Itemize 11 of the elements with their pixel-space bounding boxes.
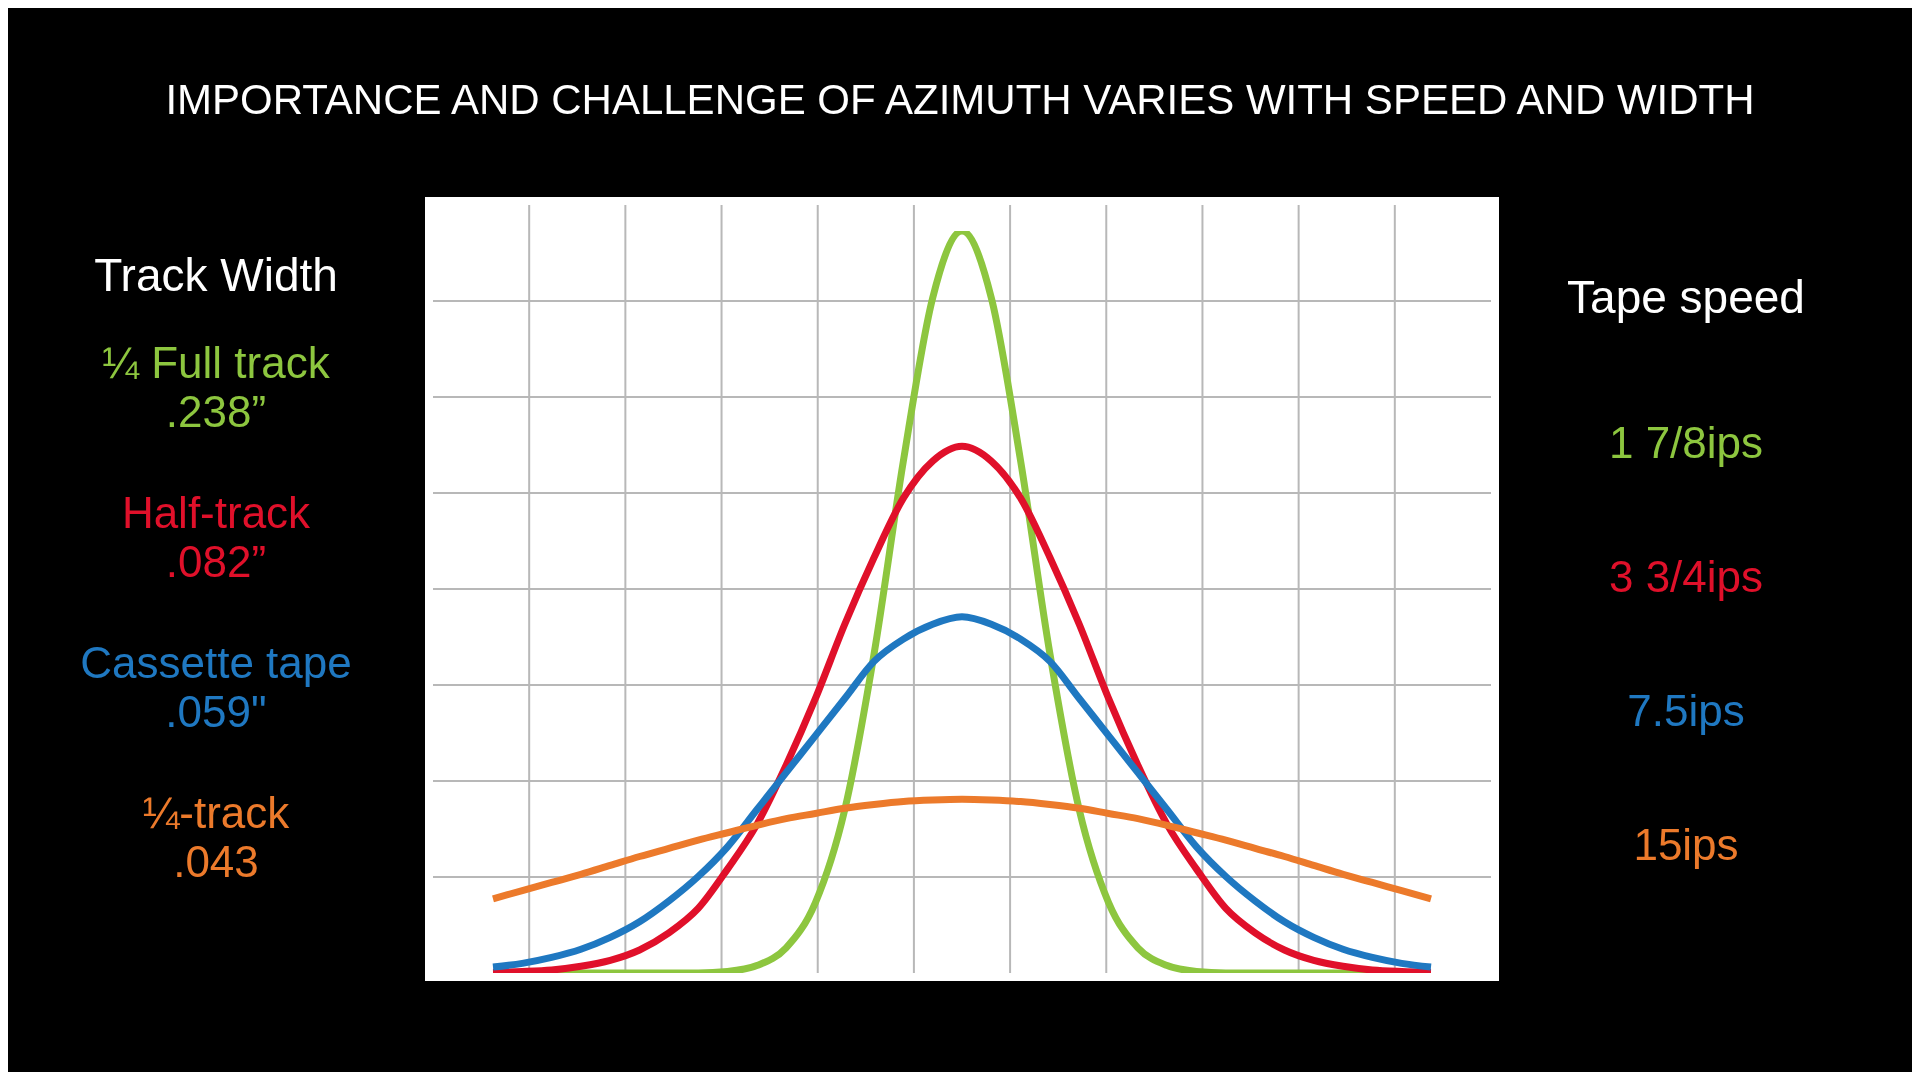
text: 1 7/8ips [1607, 418, 1765, 469]
text: ¼ Full track .238” [101, 338, 331, 436]
text: 3 3/4ips [1607, 552, 1765, 603]
chart-title: IMPORTANCE AND CHALLENGE OF AZIMUTH VARIES WITH SPEED AND WIDTH [164, 76, 1756, 124]
text: Half-track .082” [120, 488, 312, 586]
text: ¼-track .043 [141, 788, 291, 886]
legend-title: Track Width [93, 248, 339, 302]
text: Cassette tape .059" [79, 638, 353, 736]
text: Tape speed [1566, 270, 1806, 325]
text: 15ips [1632, 820, 1740, 871]
text: 7.5ips [1626, 686, 1746, 737]
